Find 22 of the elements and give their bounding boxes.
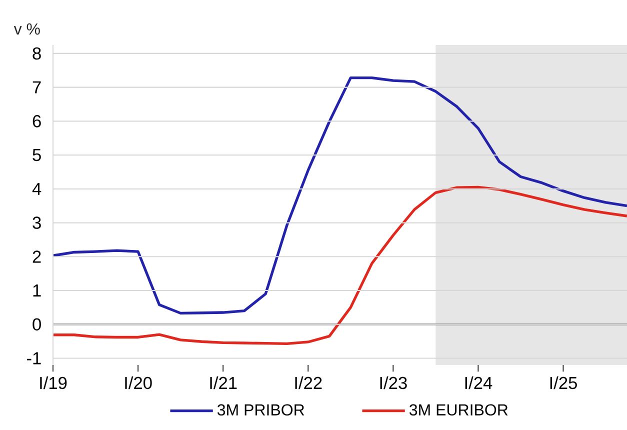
x-tick-label: I/19 xyxy=(40,376,67,390)
y-tick-label: 3 xyxy=(32,216,41,229)
x-tick-label: I/23 xyxy=(380,376,407,390)
y-tick-label: 7 xyxy=(32,81,41,94)
x-tick-label: I/22 xyxy=(295,376,322,390)
y-tick-label: 8 xyxy=(32,47,41,60)
x-tick-label: I/20 xyxy=(125,376,152,390)
y-tick-label: 5 xyxy=(32,149,41,162)
x-tick-label: I/25 xyxy=(550,376,577,390)
x-tick-label: I/21 xyxy=(210,376,237,390)
legend-label: 3M PRIBOR xyxy=(217,404,304,416)
legend-label: 3M EURIBOR xyxy=(409,404,508,416)
y-tick-label: 2 xyxy=(32,250,41,263)
y-tick-label: 0 xyxy=(32,318,41,330)
y-tick-label: 4 xyxy=(32,182,42,195)
y-tick-label: -1 xyxy=(26,352,41,364)
y-axis-title: v % xyxy=(14,23,40,35)
y-tick-label: 1 xyxy=(33,284,41,296)
line-series xyxy=(52,186,627,346)
line-series xyxy=(52,76,627,315)
x-tick-label: I/24 xyxy=(465,376,492,390)
y-tick-label: 6 xyxy=(32,115,41,128)
